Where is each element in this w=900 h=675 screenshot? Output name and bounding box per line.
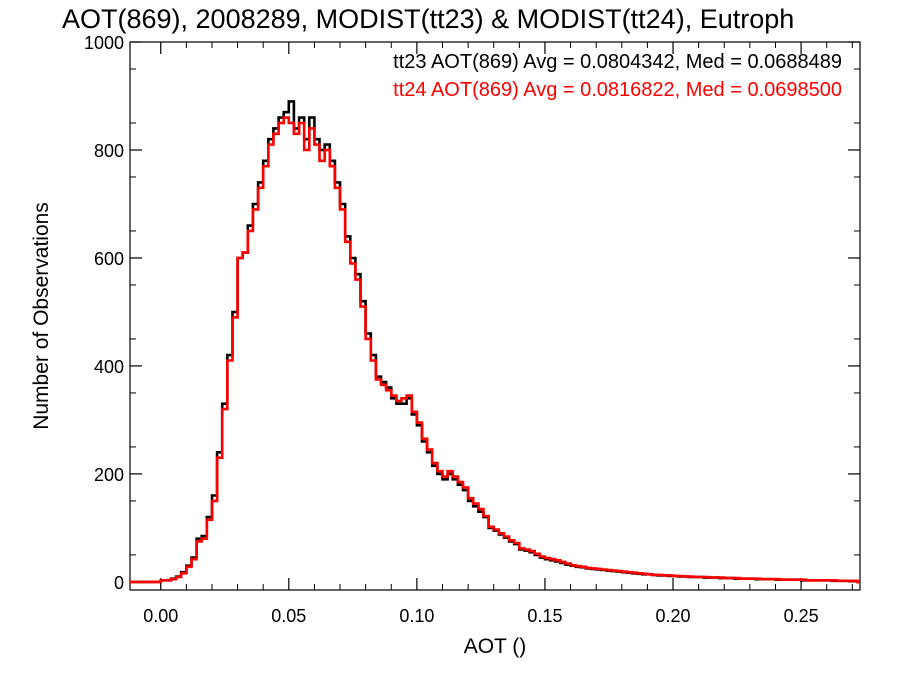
x-axis: 0.00 0.05 0.10 0.15 0.20 0.25 xyxy=(143,42,853,626)
series-tt24-line xyxy=(130,116,860,584)
x-axis-label: AOT () xyxy=(464,635,527,658)
plot-frame xyxy=(129,41,861,591)
y-tick-label: 600 xyxy=(94,249,124,269)
annotation-tt24: tt24 AOT(869) Avg = 0.0816822, Med = 0.0… xyxy=(393,79,842,101)
x-tick-label: 0.10 xyxy=(399,606,434,626)
x-tick-label: 0.00 xyxy=(143,606,178,626)
x-tick-label: 0.20 xyxy=(655,606,690,626)
x-tick-label: 0.15 xyxy=(527,606,562,626)
series-layer xyxy=(130,100,860,584)
x-tick-label: 0.05 xyxy=(271,606,306,626)
y-axis-label: Number of Observations xyxy=(30,202,53,430)
y-tick-label: 200 xyxy=(94,465,124,485)
y-tick-label: 0 xyxy=(114,573,124,593)
y-tick-label: 1000 xyxy=(84,33,124,53)
plot-area: 0.00 0.05 0.10 0.15 0.20 0.25 0 200 400 600 800 10… xyxy=(84,33,861,626)
chart-title: AOT(869), 2008289, MODIST(tt23) & MODIST… xyxy=(62,4,794,34)
series-tt23-line xyxy=(130,100,860,584)
y-tick-label: 400 xyxy=(94,357,124,377)
y-axis: 0 200 400 600 800 1000 xyxy=(84,33,860,593)
annotations: tt23 AOT(869) Avg = 0.0804342, Med = 0.0… xyxy=(393,51,842,101)
y-tick-label: 800 xyxy=(94,141,124,161)
annotation-tt23: tt23 AOT(869) Avg = 0.0804342, Med = 0.0… xyxy=(393,51,842,73)
x-tick-label: 0.25 xyxy=(784,606,819,626)
